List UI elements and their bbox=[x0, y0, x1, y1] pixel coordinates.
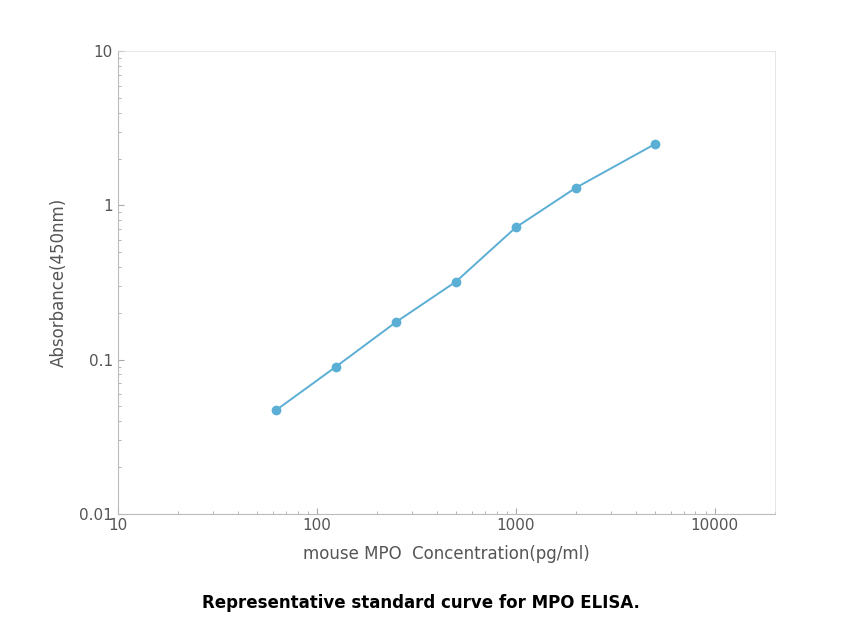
Text: Representative standard curve for MPO ELISA.: Representative standard curve for MPO EL… bbox=[202, 594, 640, 612]
Y-axis label: Absorbance(450nm): Absorbance(450nm) bbox=[51, 198, 68, 367]
X-axis label: mouse MPO  Concentration(pg/ml): mouse MPO Concentration(pg/ml) bbox=[303, 544, 589, 562]
